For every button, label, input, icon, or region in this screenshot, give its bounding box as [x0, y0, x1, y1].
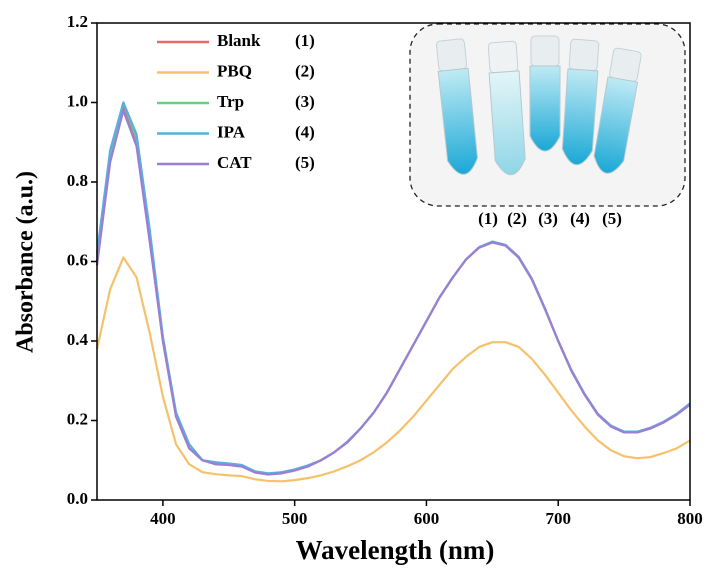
legend-label: Trp [217, 92, 244, 111]
inset-label: (4) [570, 209, 590, 228]
x-tick-label: 800 [677, 509, 703, 528]
y-axis-title: Absorbance (a.u.) [13, 171, 39, 353]
y-tick-label: 0.0 [67, 489, 88, 508]
y-tick-label: 0.8 [67, 171, 88, 190]
inset-label: (2) [507, 209, 527, 228]
legend-label: PBQ [217, 61, 252, 80]
inset-label: (3) [538, 209, 558, 228]
inset-label: (5) [602, 209, 622, 228]
legend-label: IPA [217, 122, 246, 141]
legend-label: CAT [217, 153, 252, 172]
y-tick-label: 0.4 [67, 330, 89, 349]
tube [529, 35, 561, 152]
y-tick-label: 1.2 [67, 12, 88, 31]
x-tick-label: 600 [414, 509, 440, 528]
inset-label: (1) [478, 209, 498, 228]
legend-label: Blank [217, 31, 261, 50]
inset-photo [409, 23, 686, 207]
x-tick-label: 700 [545, 509, 571, 528]
legend-tag: (3) [295, 92, 315, 111]
legend-tag: (2) [295, 61, 315, 80]
tube [593, 47, 642, 174]
legend-tag: (4) [295, 122, 315, 141]
tube [487, 40, 526, 176]
tube [435, 38, 478, 175]
x-axis-title: Wavelength (nm) [296, 535, 495, 565]
series-line [95, 109, 691, 476]
legend-tag: (5) [295, 153, 315, 172]
legend-tag: (1) [295, 31, 315, 50]
plot-area [95, 101, 691, 483]
x-tick-label: 400 [150, 509, 176, 528]
x-tick-label: 500 [282, 509, 308, 528]
y-tick-label: 1.0 [67, 91, 88, 110]
y-tick-label: 0.6 [67, 250, 88, 269]
tube [561, 38, 600, 166]
y-tick-label: 0.2 [67, 409, 88, 428]
series-line [95, 256, 691, 483]
